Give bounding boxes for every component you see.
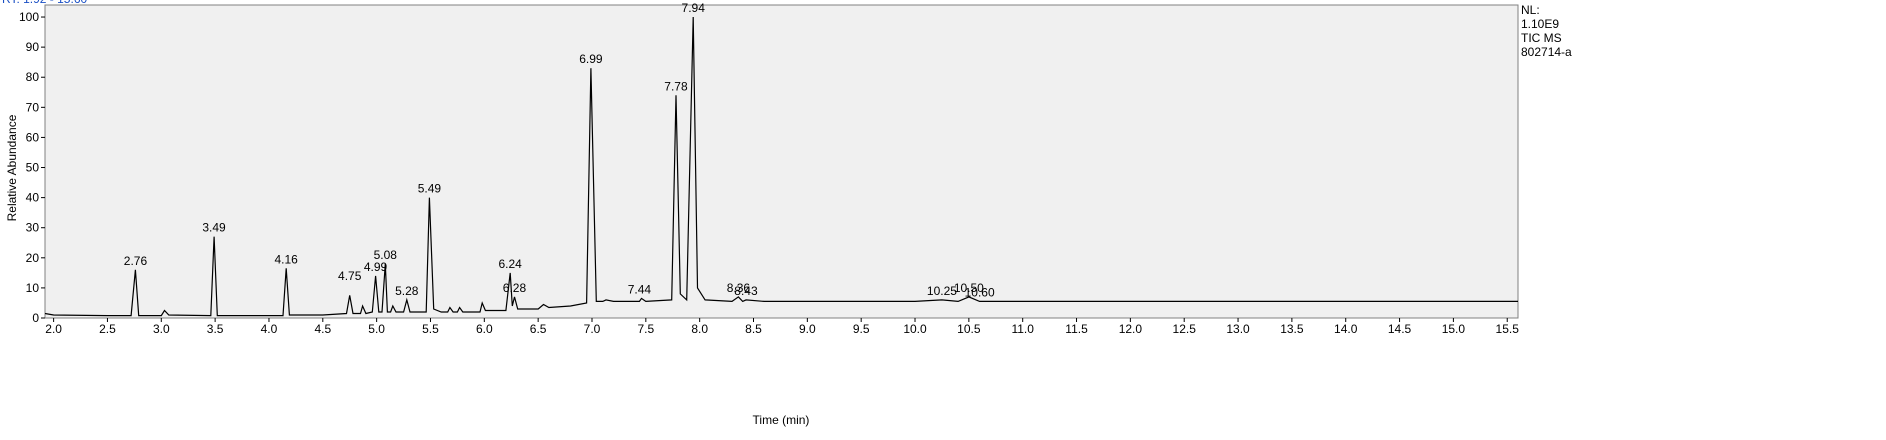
peak-label: 6.28: [503, 281, 527, 295]
x-tick-label: 3.0: [153, 322, 170, 336]
range-note: RT: 1.92 - 15.60: [2, 0, 87, 6]
x-tick-label: 14.5: [1388, 322, 1412, 336]
note: 802714-a: [1521, 45, 1572, 59]
peak-label: 10.50: [954, 281, 984, 295]
peak-label: 7.94: [682, 1, 706, 15]
peak-label: 5.28: [395, 284, 419, 298]
x-tick-label: 11.5: [1065, 322, 1088, 336]
x-tick-label: 3.5: [207, 322, 224, 336]
y-tick-label: 0: [32, 311, 39, 325]
x-tick-label: 4.5: [314, 322, 331, 336]
peak-label: 4.16: [275, 252, 299, 266]
x-tick-label: 11.0: [1011, 322, 1034, 336]
x-tick-label: 12.5: [1173, 322, 1197, 336]
peak-label: 7.78: [664, 79, 688, 93]
note: NL:: [1521, 3, 1540, 17]
peak-label: 8.43: [734, 284, 758, 298]
x-tick-label: 13.0: [1226, 322, 1250, 336]
peak-label: 6.24: [498, 257, 522, 271]
y-tick-label: 10: [26, 281, 40, 295]
x-tick-label: 7.5: [637, 322, 654, 336]
x-tick-label: 12.0: [1119, 322, 1143, 336]
peak-label: 10.25: [927, 284, 957, 298]
x-tick-label: 2.5: [99, 322, 116, 336]
y-axis-label: Relative Abundance: [5, 114, 19, 221]
x-tick-label: 6.0: [476, 322, 493, 336]
x-tick-label: 15.5: [1496, 322, 1520, 336]
y-tick-label: 100: [19, 10, 39, 24]
y-tick-label: 20: [26, 251, 40, 265]
x-tick-label: 6.5: [530, 322, 547, 336]
x-tick-label: 7.0: [584, 322, 601, 336]
x-axis-label: Time (min): [753, 413, 810, 427]
x-tick-label: 8.0: [691, 322, 708, 336]
x-tick-label: 2.0: [45, 322, 62, 336]
peak-label: 8.36: [727, 281, 751, 295]
note: TIC MS: [1521, 31, 1562, 45]
x-tick-label: 5.0: [368, 322, 385, 336]
plot-area: [44, 4, 1519, 319]
note: 1.10E9: [1521, 17, 1559, 31]
y-tick-label: 70: [26, 100, 40, 114]
x-tick-label: 9.0: [799, 322, 816, 336]
x-tick-label: 8.5: [745, 322, 762, 336]
peak-label: 5.49: [418, 182, 442, 196]
y-tick-label: 80: [26, 70, 40, 84]
peak-label: 4.75: [338, 269, 362, 283]
x-tick-label: 15.0: [1442, 322, 1466, 336]
x-tick-label: 10.0: [903, 322, 927, 336]
x-tick-label: 4.0: [261, 322, 278, 336]
y-tick-label: 50: [26, 161, 40, 175]
peak-label: 7.44: [628, 282, 652, 296]
y-tick-label: 60: [26, 130, 40, 144]
x-tick-label: 13.5: [1280, 322, 1304, 336]
peak-label: 5.08: [374, 248, 398, 262]
y-tick-label: 30: [26, 221, 40, 235]
peak-label: 10.60: [965, 285, 995, 299]
x-tick-label: 9.5: [853, 322, 870, 336]
x-tick-label: 10.5: [957, 322, 981, 336]
y-tick-label: 90: [26, 40, 40, 54]
peak-label: 3.49: [202, 221, 226, 235]
peak-label: 2.76: [124, 254, 148, 268]
x-tick-label: 14.0: [1334, 322, 1358, 336]
x-tick-label: 5.5: [422, 322, 439, 336]
peak-label: 6.99: [579, 52, 603, 66]
y-tick-label: 40: [26, 191, 40, 205]
peak-label: 4.99: [364, 260, 388, 274]
trace: [44, 16, 1518, 317]
